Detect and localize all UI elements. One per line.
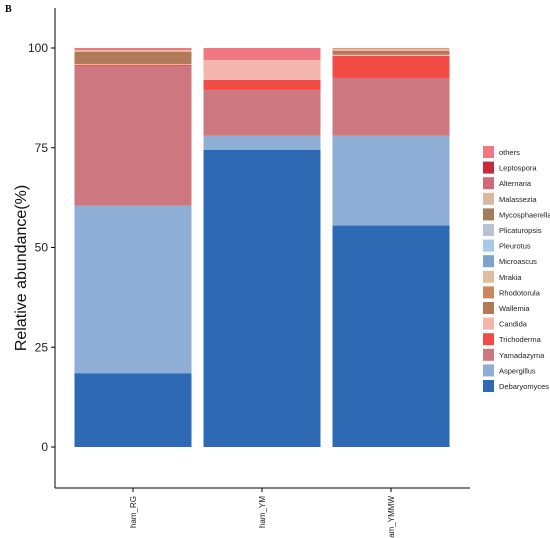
bar-segment-ham_YMMW-debaryomyces [332,225,450,447]
bar-segment-ham_YM-yamadazyma [203,89,321,136]
bar-segment-ham_RG-debaryomyces [74,373,192,447]
y-axis-title: Relative abundance(%) [13,185,30,351]
legend-swatch-mycosphaerella [483,208,494,221]
x-tick-label: ham_YMMW [387,496,396,538]
x-axis-ticks: ham_RG ham_YM ham_YMMW [129,488,396,538]
legend: others Leptospora Alternaria Malassezia Myco… [483,146,550,392]
legend-swatch-plicaturopsis [483,224,494,236]
legend-label: Candida [499,320,528,329]
legend-swatch-trichoderma [483,333,494,346]
legend-swatch-rhodotorula [483,286,494,299]
bar-segment-ham_YMMW-trichoderma [332,55,450,78]
legend-label: Mycosphaerella [499,210,550,219]
legend-label: Plicaturopsis [499,226,542,235]
bar-segment-ham_RG-wallemia [74,51,192,64]
y-axis-ticks: 0 25 50 75 100 [28,41,55,454]
legend-label: Pleurotus [499,242,531,251]
y-tick-label: 50 [35,241,49,255]
bar-segment-ham_RG-candida [74,63,192,65]
bar-segment-ham_YM-others [203,48,321,60]
bar-segment-ham_RG-others [74,48,192,50]
legend-swatch-debaryomyces [483,380,494,392]
legend-swatch-leptospora [483,161,494,174]
legend-label: Malassezia [499,195,537,204]
legend-label: Leptospora [499,164,537,173]
bar-segment-ham_YM-trichoderma [203,79,321,90]
legend-swatch-others [483,146,494,158]
legend-label: Aspergillus [499,366,536,375]
legend-swatch-alternaria [483,177,494,190]
bar-segment-ham_YMMW-mrakia [332,48,450,51]
legend-swatch-aspergillus [483,364,494,377]
legend-swatch-yamadazyma [483,348,494,361]
legend-label: Yamadazyma [499,351,545,360]
bar-segment-ham_YMMW-wallemia [332,50,450,55]
bar-segment-ham_YMMW-others [332,48,450,49]
legend-swatch-wallemia [483,302,494,314]
bar-segment-ham_YMMW-aspergillus [332,135,450,226]
bar-segment-ham_RG-mrakia [74,49,192,52]
legend-swatch-candida [483,317,494,330]
legend-label: Debaryomyces [499,382,549,391]
bar-segment-ham_YM-aspergillus [203,135,321,150]
x-tick-label: ham_RG [129,496,138,528]
bar-segment-ham_RG-aspergillus [74,205,192,374]
bar-segment-ham_RG-trichoderma [74,64,192,66]
legend-label: Trichoderma [499,335,542,344]
bar-segment-ham_YMMW-candida [332,54,450,56]
y-tick-label: 75 [35,141,49,155]
legend-swatch-malassezia [483,192,494,205]
bar-segment-ham_YMMW-yamadazyma [332,77,450,136]
legend-label: Wallemia [499,304,530,313]
y-tick-label: 0 [41,440,48,454]
legend-swatch-microascus [483,255,494,268]
legend-label: others [499,148,520,157]
legend-swatch-mrakia [483,270,494,283]
bar-segment-ham_YM-candida [203,59,321,80]
bars-group [74,48,450,447]
legend-label: Mrakia [499,273,522,282]
panel-label: B [5,4,12,15]
bar-segment-ham_YM-debaryomyces [203,149,321,447]
bar-segment-ham_RG-yamadazyma [74,65,192,206]
legend-label: Rhodotorula [499,288,541,297]
legend-swatch-pleurotus [483,239,494,252]
legend-label: Microascus [499,257,537,266]
legend-label: Alternaria [499,179,532,188]
y-tick-label: 25 [35,340,49,354]
x-tick-label: ham_YM [258,496,267,528]
y-tick-label: 100 [28,41,48,55]
